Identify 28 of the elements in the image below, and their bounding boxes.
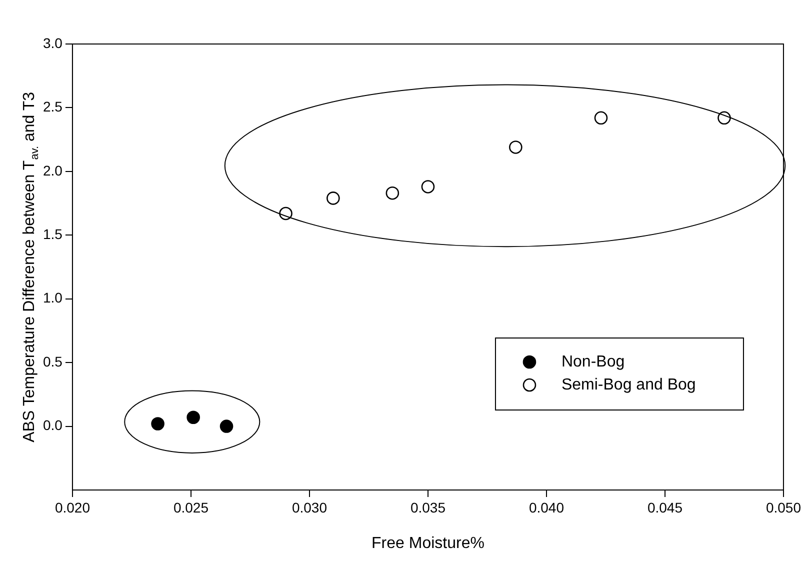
x-tick-label: 0.030 — [292, 499, 328, 516]
point — [386, 186, 400, 200]
x-axis-title: Free Moisture% — [372, 534, 484, 552]
y-tick-label: 2.5 — [42, 98, 63, 115]
x-tick-label: 0.035 — [410, 499, 446, 516]
point — [186, 410, 200, 424]
y-tick-label: 0.5 — [42, 353, 63, 370]
legend-label: Semi-Bog and Bog — [561, 376, 696, 394]
point — [326, 192, 340, 205]
y-tick-label: 1.0 — [42, 290, 63, 306]
point — [151, 417, 164, 430]
point — [718, 111, 731, 125]
point — [421, 180, 435, 194]
legend-label: Non-Bog — [561, 353, 625, 370]
y-tick-label: 2.0 — [42, 162, 63, 178]
point — [594, 111, 608, 125]
x-tick-label: 0.050 — [766, 499, 802, 516]
point — [509, 140, 522, 154]
x-tick-label: 0.020 — [54, 499, 90, 516]
y-tick-label: 3.0 — [42, 34, 63, 51]
x-tick-label: 0.040 — [528, 499, 564, 516]
y-tick-label: 0.0 — [42, 417, 63, 434]
point — [220, 420, 234, 433]
x-tick-label: 0.025 — [173, 499, 209, 516]
y-tick-label: 1.5 — [42, 226, 63, 242]
point — [279, 206, 292, 220]
x-tick-label: 0.045 — [647, 499, 683, 516]
y-axis-title: ABS Temperature Difference between Tav. and T3 — [21, 92, 41, 442]
